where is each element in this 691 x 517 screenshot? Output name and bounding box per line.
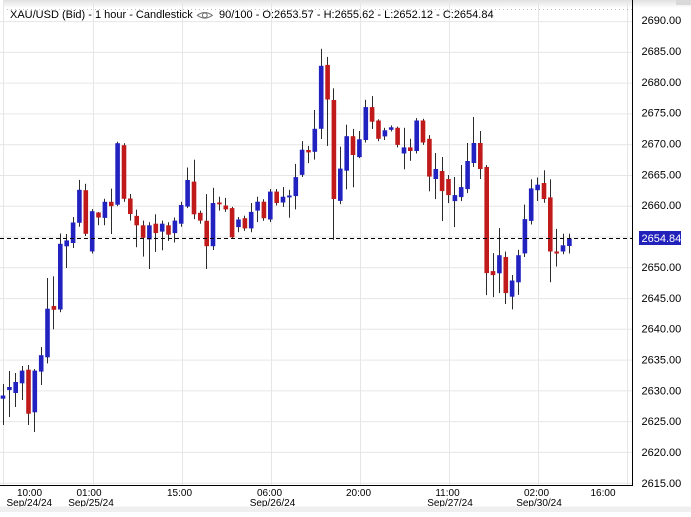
- svg-text:2645.00: 2645.00: [642, 293, 682, 305]
- svg-text:2625.00: 2625.00: [642, 416, 682, 428]
- svg-text:2640.00: 2640.00: [642, 324, 682, 336]
- svg-text:01:00: 01:00: [76, 488, 101, 499]
- svg-text:2650.00: 2650.00: [642, 262, 682, 274]
- svg-text:16:00: 16:00: [590, 488, 615, 499]
- svg-text:20:00: 20:00: [346, 488, 371, 499]
- svg-text:Sep/25/24: Sep/25/24: [68, 498, 114, 509]
- svg-text:90/100 - O:2653.57 - H:2655.62: 90/100 - O:2653.57 - H:2655.62 - L:2652.…: [219, 9, 494, 21]
- svg-text:2630.00: 2630.00: [642, 385, 682, 397]
- svg-text:2675.00: 2675.00: [642, 108, 682, 120]
- svg-text:2615.00: 2615.00: [642, 478, 682, 490]
- svg-text:2665.00: 2665.00: [642, 169, 682, 181]
- svg-text:2620.00: 2620.00: [642, 447, 682, 459]
- svg-text:2680.00: 2680.00: [642, 77, 682, 89]
- svg-text:Sep/26/24: Sep/26/24: [250, 498, 296, 509]
- svg-text:2660.00: 2660.00: [642, 200, 682, 212]
- svg-text:Sep/27/24: Sep/27/24: [427, 498, 473, 509]
- svg-text:15:00: 15:00: [167, 488, 192, 499]
- svg-text:10:00: 10:00: [17, 488, 42, 499]
- svg-text:2685.00: 2685.00: [642, 46, 682, 58]
- svg-text:02:00: 02:00: [524, 488, 549, 499]
- svg-text:2690.00: 2690.00: [642, 15, 682, 27]
- svg-text:2635.00: 2635.00: [642, 354, 682, 366]
- svg-text:XAU/USD (Bid) - 1 hour - Candl: XAU/USD (Bid) - 1 hour - Candlestick: [10, 9, 193, 21]
- svg-text:Sep/24/24: Sep/24/24: [6, 498, 52, 509]
- svg-text:Sep/30/24: Sep/30/24: [516, 498, 562, 509]
- svg-text:2654.84: 2654.84: [642, 233, 682, 245]
- svg-text:11:00: 11:00: [435, 488, 460, 499]
- svg-text:06:00: 06:00: [257, 488, 282, 499]
- svg-text:2670.00: 2670.00: [642, 139, 682, 151]
